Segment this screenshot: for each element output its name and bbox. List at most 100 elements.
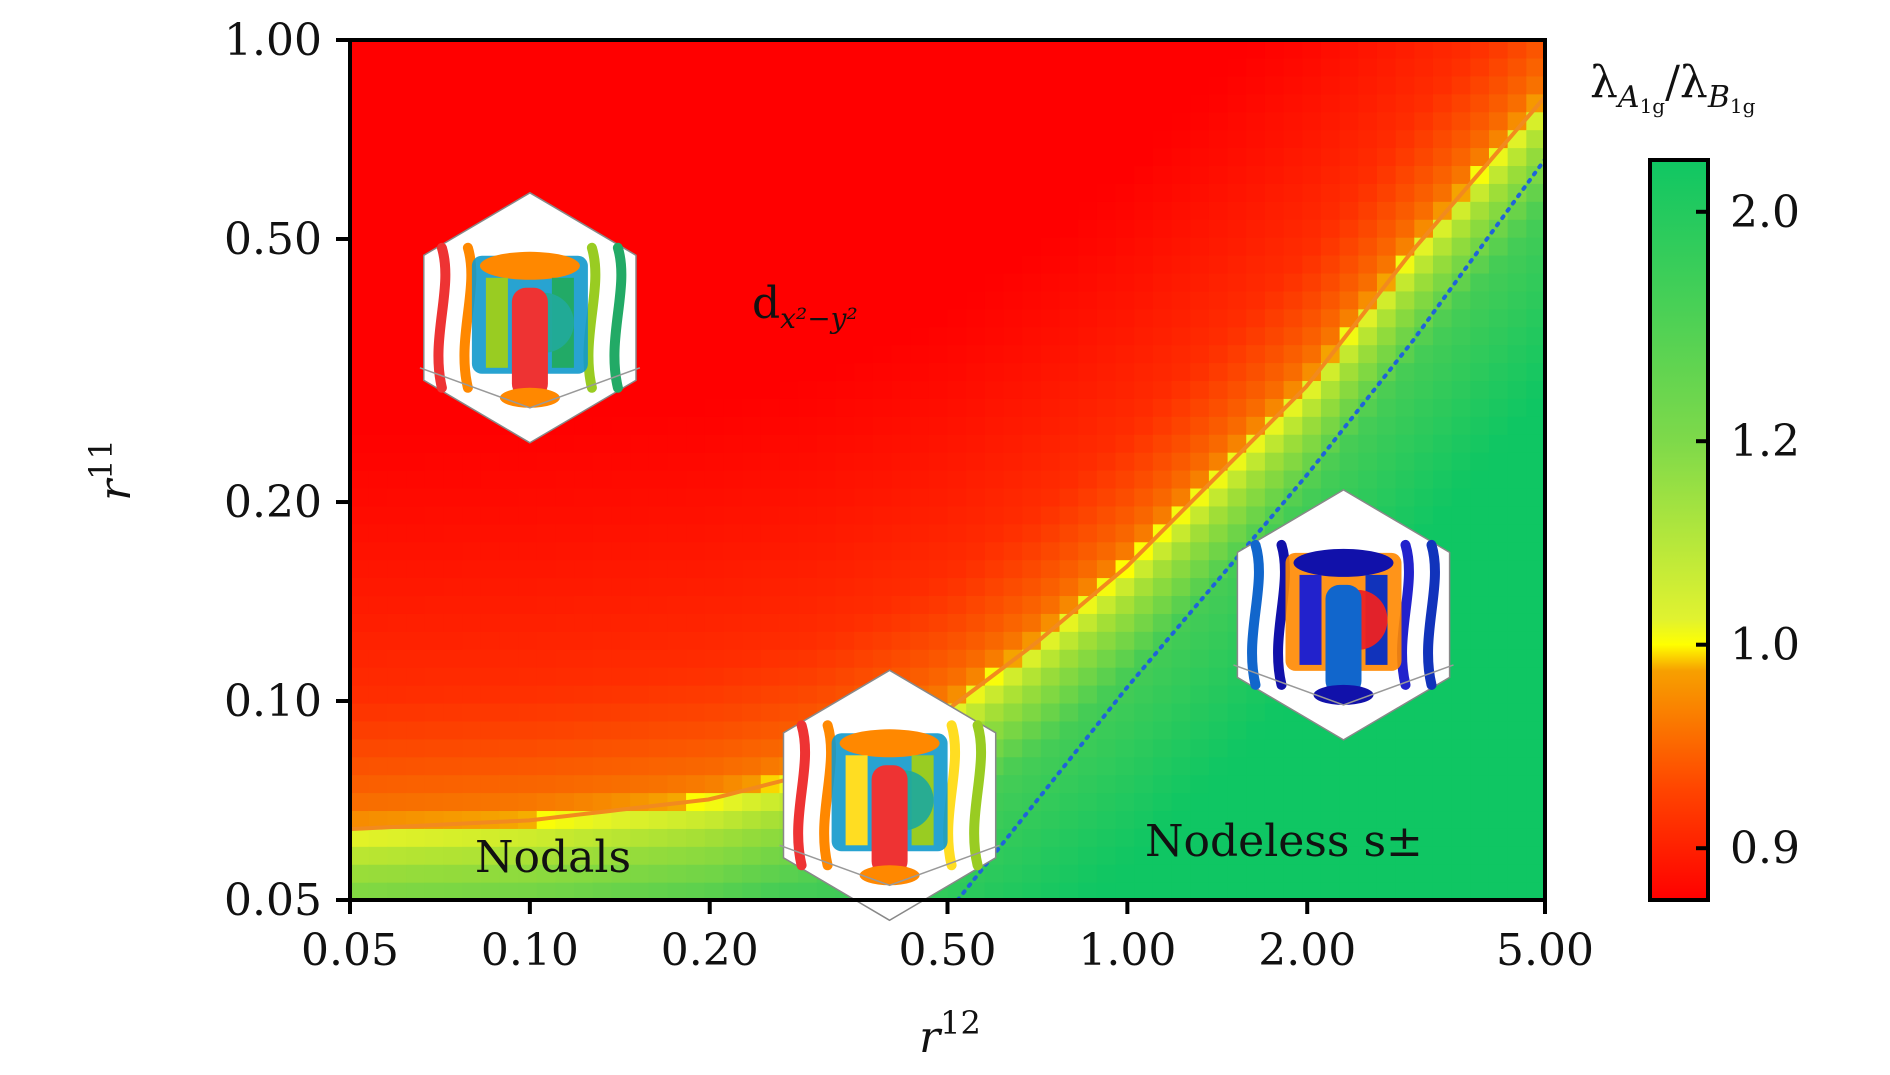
heatmap-cell: [1227, 255, 1247, 274]
heatmap-cell: [872, 505, 893, 525]
heatmap-cell: [1507, 702, 1527, 722]
heatmap-cell: [1040, 129, 1061, 149]
heatmap-cell: [928, 272, 949, 292]
heatmap-cell: [966, 416, 986, 435]
heatmap-cell: [480, 882, 500, 900]
heatmap-cell: [443, 452, 463, 471]
heatmap-cell: [536, 846, 556, 865]
heatmap-cell: [1003, 219, 1023, 238]
heatmap-cell: [816, 111, 837, 131]
heatmap-cell: [798, 487, 818, 507]
heatmap-cell: [424, 882, 444, 900]
heatmap-cell: [798, 237, 818, 256]
heatmap-cell: [462, 577, 482, 597]
heatmap-cell: [555, 523, 575, 543]
heatmap-cell: [1283, 93, 1303, 113]
heatmap-cell: [443, 649, 463, 668]
heatmap-cell: [686, 57, 706, 77]
heatmap-cell: [742, 40, 762, 59]
heatmap-cell: [1190, 613, 1210, 632]
heatmap-cell: [1022, 57, 1042, 77]
heatmap-cell: [1227, 398, 1247, 417]
heatmap-cell: [555, 541, 575, 561]
heatmap-cell: [1152, 40, 1173, 59]
heatmap-cell: [1115, 828, 1135, 847]
heatmap-cell: [872, 201, 893, 220]
heatmap-cell: [1358, 93, 1378, 113]
heatmap-cell: [1526, 308, 1545, 328]
heatmap-cell: [779, 452, 799, 471]
heatmap-cell: [798, 344, 818, 364]
heatmap-cell: [1003, 308, 1023, 328]
heatmap-cell: [1059, 40, 1079, 59]
heatmap-cell: [350, 452, 370, 471]
heatmap-cell: [742, 183, 762, 202]
heatmap-cell: [406, 434, 426, 453]
heatmap-cell: [1395, 416, 1415, 435]
heatmap-cell: [1283, 452, 1303, 471]
heatmap-cell: [518, 828, 538, 847]
heatmap-cell: [1414, 720, 1434, 740]
heatmap-cell: [1358, 147, 1378, 167]
heatmap-cell: [630, 201, 650, 220]
heatmap-cell: [1526, 416, 1545, 435]
heatmap-cell: [406, 470, 426, 489]
heatmap-cell: [723, 541, 743, 561]
heatmap-cell: [1208, 201, 1229, 220]
heatmap-cell: [350, 685, 370, 704]
heatmap-cell: [368, 75, 388, 95]
heatmap-cell: [798, 40, 818, 59]
heatmap-cell: [723, 362, 743, 382]
heatmap-cell: [1414, 792, 1434, 812]
heatmap-cell: [1078, 129, 1098, 149]
heatmap-cell: [872, 111, 893, 131]
heatmap-cell: [1022, 774, 1042, 794]
heatmap-cell: [1283, 810, 1303, 829]
heatmap-cell: [368, 326, 388, 346]
heatmap-cell: [1339, 738, 1359, 758]
heatmap-cell: [1078, 272, 1098, 292]
heatmap-cell: [1488, 308, 1509, 328]
heatmap-cell: [816, 183, 837, 202]
heatmap-cell: [1115, 702, 1135, 722]
heatmap-cell: [1208, 255, 1229, 274]
heatmap-cell: [555, 57, 575, 77]
heatmap-cell: [947, 255, 967, 274]
heatmap-cell: [835, 344, 855, 364]
heatmap-cell: [1339, 470, 1359, 489]
heatmap-cell: [1264, 57, 1285, 77]
heatmap-cell: [1414, 810, 1434, 829]
heatmap-cell: [1003, 344, 1023, 364]
heatmap-cell: [1470, 380, 1490, 399]
heatmap-cell: [592, 93, 612, 113]
heatmap-cell: [536, 183, 556, 202]
heatmap-cell: [1358, 344, 1378, 364]
heatmap-cell: [1022, 792, 1042, 812]
heatmap-cell: [1003, 272, 1023, 292]
heatmap-cell: [1488, 774, 1509, 794]
heatmap-cell: [611, 93, 631, 113]
heatmap-cell: [1507, 434, 1527, 453]
heatmap-cell: [779, 93, 799, 113]
heatmap-cell: [1283, 756, 1303, 776]
heatmap-cell: [742, 201, 762, 220]
heatmap-cell: [947, 362, 967, 382]
heatmap-cell: [928, 470, 949, 489]
heatmap-cell: [779, 685, 799, 704]
heatmap-cell: [1078, 201, 1098, 220]
heatmap-cell: [854, 40, 874, 59]
heatmap-cell: [1059, 505, 1079, 525]
heatmap-cell: [686, 255, 706, 274]
heatmap-cell: [1022, 255, 1042, 274]
heatmap-cell: [723, 344, 743, 364]
heatmap-cell: [424, 147, 444, 167]
heatmap-cell: [1040, 774, 1061, 794]
heatmap-cell: [1395, 362, 1415, 382]
heatmap-cell: [1246, 75, 1266, 95]
heatmap-cell: [723, 846, 743, 865]
heatmap-cell: [555, 559, 575, 579]
heatmap-cell: [518, 129, 538, 149]
heatmap-cell: [1507, 57, 1527, 77]
heatmap-cell: [499, 828, 519, 847]
heatmap-cell: [872, 183, 893, 202]
